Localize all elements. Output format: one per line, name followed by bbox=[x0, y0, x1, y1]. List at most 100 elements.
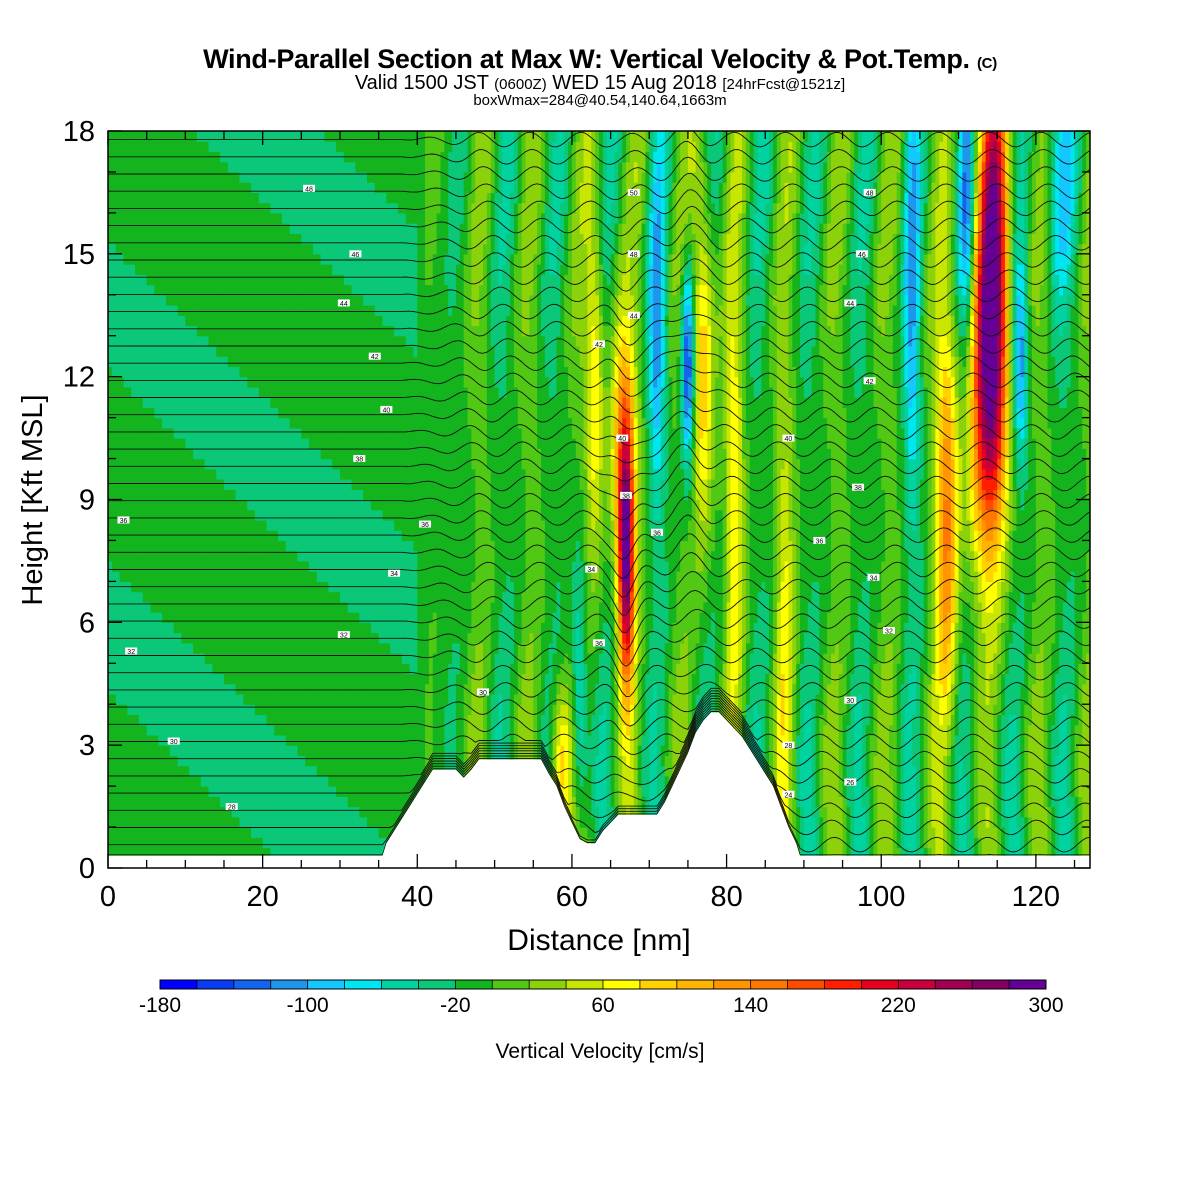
field-cell bbox=[316, 407, 322, 419]
field-cell bbox=[193, 571, 198, 582]
field-cell bbox=[243, 550, 248, 562]
field-cell bbox=[162, 601, 167, 613]
field-cell bbox=[150, 796, 155, 808]
field-cell bbox=[301, 243, 306, 255]
field-cell bbox=[108, 489, 113, 501]
field-cell bbox=[158, 755, 163, 767]
field-cell bbox=[115, 837, 121, 849]
field-cell bbox=[146, 509, 152, 521]
field-cell bbox=[336, 458, 341, 470]
field-cell bbox=[223, 192, 229, 204]
field-cell bbox=[127, 591, 132, 603]
field-cell bbox=[165, 192, 171, 204]
field-cell bbox=[243, 448, 248, 460]
field-cell bbox=[119, 192, 125, 204]
field-cell bbox=[251, 837, 256, 849]
field-cell bbox=[347, 775, 353, 787]
field-cell bbox=[320, 519, 326, 531]
field-cell bbox=[281, 171, 287, 183]
field-cell bbox=[189, 182, 194, 194]
field-cell bbox=[231, 212, 237, 224]
field-cell bbox=[123, 233, 128, 245]
field-cell bbox=[200, 519, 206, 531]
field-cell bbox=[196, 673, 202, 685]
field-cell bbox=[332, 223, 337, 234]
field-cell bbox=[324, 704, 329, 716]
field-cell bbox=[266, 796, 271, 808]
field-cell bbox=[301, 386, 306, 398]
field-cell bbox=[289, 765, 295, 777]
field-cell bbox=[177, 519, 183, 531]
field-cell bbox=[258, 386, 264, 398]
field-cell bbox=[278, 765, 283, 777]
field-cell bbox=[115, 499, 121, 511]
field-cell bbox=[258, 366, 264, 378]
field-cell bbox=[158, 141, 163, 153]
field-cell bbox=[146, 519, 152, 531]
field-cell bbox=[173, 356, 179, 368]
field-cell bbox=[332, 755, 337, 767]
field-cell bbox=[193, 806, 198, 818]
field-cell bbox=[289, 397, 295, 408]
field-cell bbox=[343, 397, 349, 408]
field-cell bbox=[138, 755, 144, 767]
field-cell bbox=[216, 827, 221, 838]
field-cell bbox=[142, 243, 148, 255]
field-cell bbox=[208, 704, 213, 716]
field-cell bbox=[251, 550, 256, 562]
field-cell bbox=[297, 550, 302, 562]
field-cell bbox=[196, 693, 202, 705]
field-cell bbox=[328, 223, 333, 234]
field-cell bbox=[142, 540, 148, 552]
field-cell bbox=[293, 837, 299, 849]
field-cell bbox=[173, 683, 179, 695]
field-cell bbox=[212, 448, 217, 460]
field-cell bbox=[297, 141, 302, 153]
field-cell bbox=[181, 530, 186, 542]
field-cell bbox=[254, 427, 260, 439]
field-cell bbox=[347, 376, 353, 388]
field-cell bbox=[216, 837, 221, 849]
field-cell bbox=[374, 601, 380, 613]
field-cell bbox=[223, 571, 229, 582]
copyright-mark: (C) bbox=[976, 55, 997, 72]
field-cell bbox=[336, 479, 341, 490]
field-cell bbox=[216, 325, 221, 337]
field-cell bbox=[339, 407, 345, 419]
field-cell bbox=[347, 243, 353, 255]
field-cell bbox=[204, 315, 210, 327]
field-cell bbox=[247, 264, 252, 275]
field-cell bbox=[115, 335, 121, 347]
field-cell bbox=[162, 591, 167, 603]
field-cell bbox=[154, 264, 159, 275]
field-cell bbox=[363, 386, 368, 398]
field-cell bbox=[165, 438, 171, 449]
field-cell bbox=[328, 161, 333, 173]
field-cell bbox=[135, 458, 140, 470]
field-cell bbox=[266, 622, 271, 634]
field-cell bbox=[123, 663, 128, 675]
field-cell bbox=[370, 499, 376, 511]
field-cell bbox=[370, 427, 376, 439]
field-cell bbox=[328, 693, 333, 705]
field-cell bbox=[200, 233, 206, 245]
field-cell bbox=[301, 468, 306, 480]
field-cell bbox=[324, 571, 329, 582]
field-cell bbox=[223, 530, 229, 542]
field-cell bbox=[239, 274, 244, 286]
field-cell bbox=[162, 519, 167, 531]
field-cell bbox=[243, 366, 248, 378]
field-cell bbox=[355, 724, 360, 736]
field-cell bbox=[123, 284, 128, 296]
field-cell bbox=[316, 612, 322, 623]
field-cell bbox=[216, 693, 221, 705]
field-cell bbox=[320, 264, 326, 275]
field-cell bbox=[123, 519, 128, 531]
field-cell bbox=[370, 755, 376, 767]
field-cell bbox=[162, 724, 167, 736]
field-cell bbox=[247, 816, 252, 828]
field-cell bbox=[177, 837, 183, 849]
field-cell bbox=[212, 816, 217, 828]
field-cell bbox=[351, 601, 357, 613]
field-cell bbox=[193, 253, 198, 265]
